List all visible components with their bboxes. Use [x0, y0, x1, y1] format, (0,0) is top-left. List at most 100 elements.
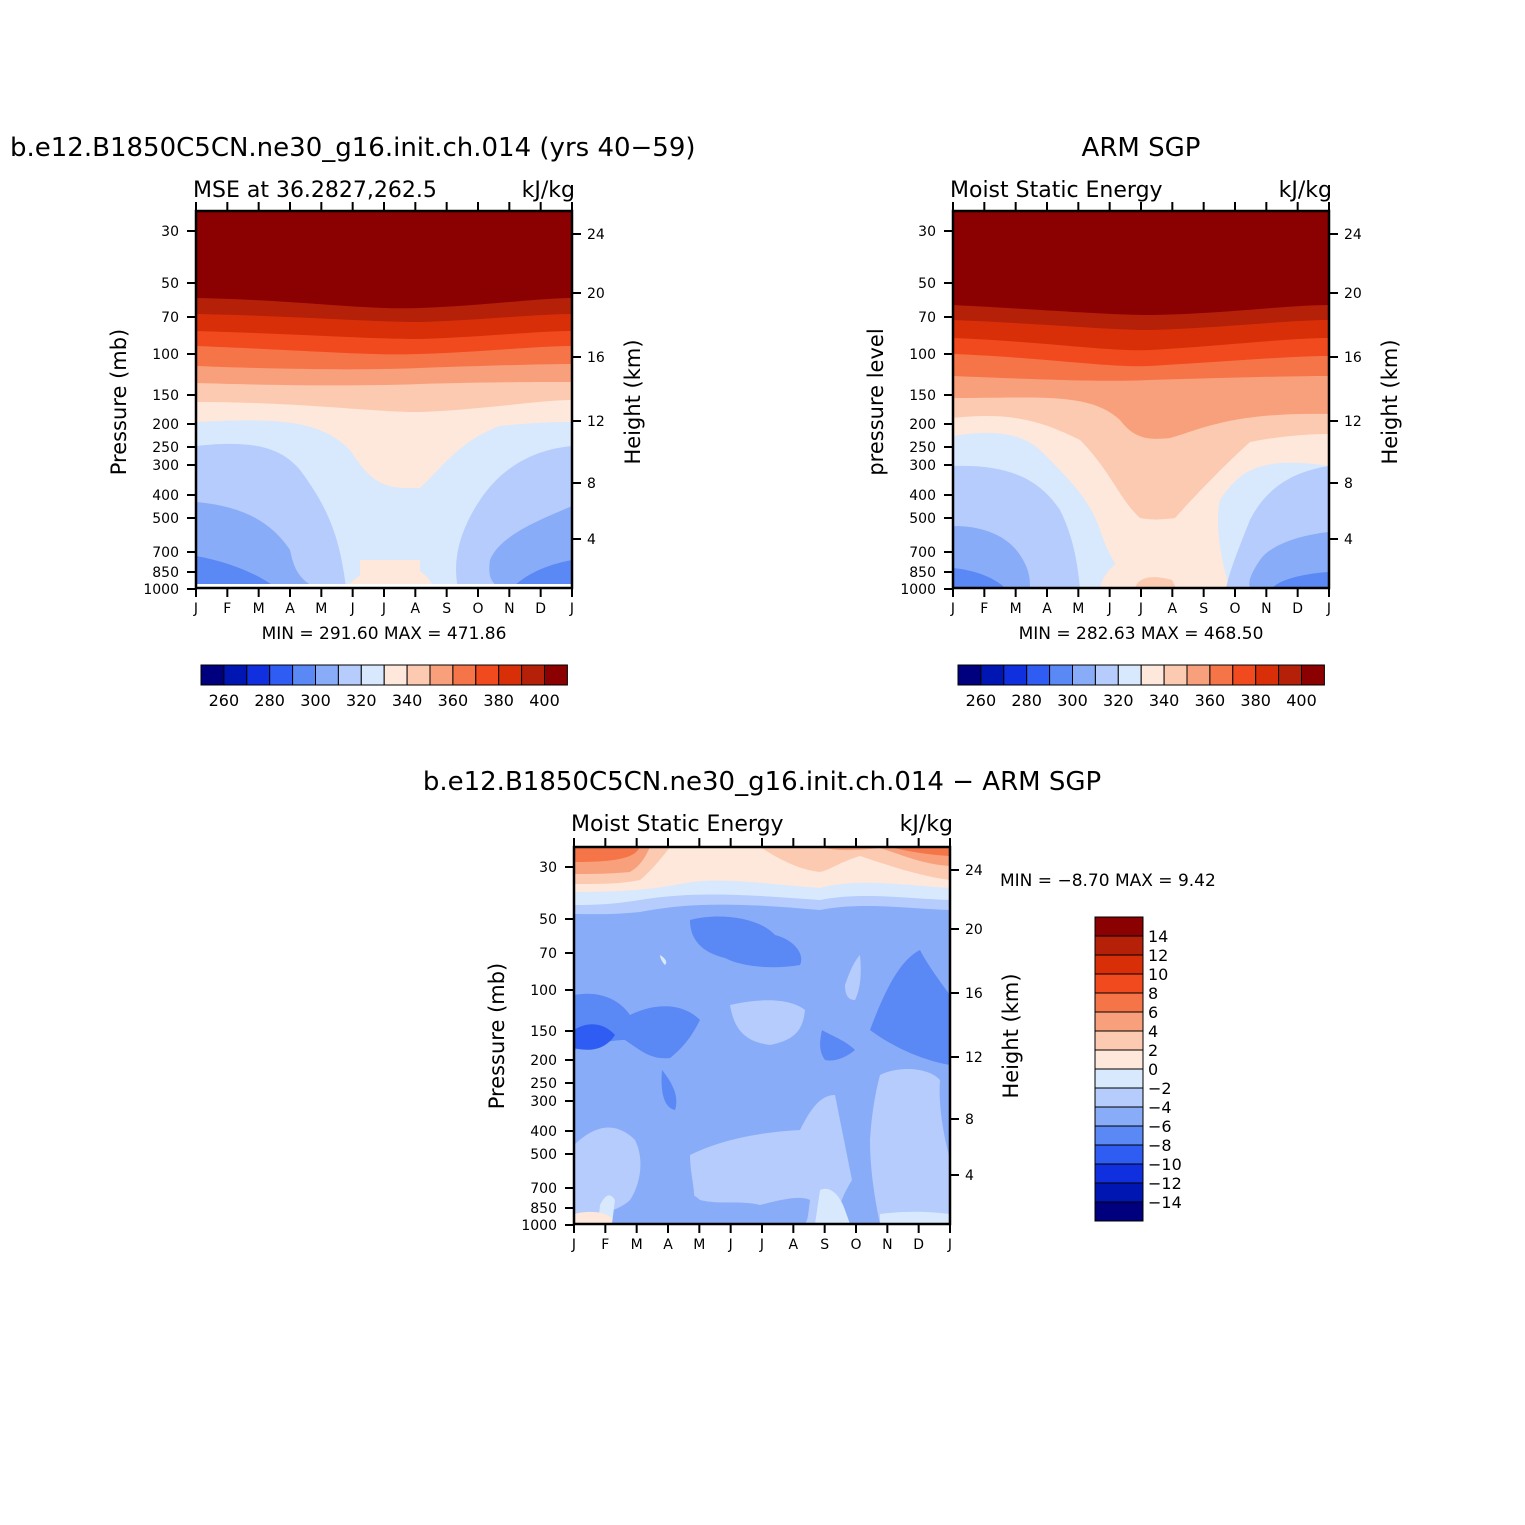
model-stats: MIN = 291.60 MAX = 471.86 — [262, 624, 507, 644]
panel-diff: b.e12.B1850C5CN.ne30_g16.init.ch.014 − A… — [423, 767, 1216, 1253]
obs-x-tick-label: A — [1042, 601, 1052, 617]
obs-height-tick-label: 20 — [1344, 286, 1362, 302]
obs-x-tick-label: D — [1292, 601, 1303, 617]
model-height-tick-label: 8 — [587, 476, 596, 492]
diff-colorbar-label: 6 — [1148, 1003, 1158, 1022]
model-colorbar-box — [383, 664, 408, 686]
obs-ylabel: pressure level — [864, 328, 888, 475]
model-colorbar-label: 340 — [392, 691, 423, 710]
diff-y-tick-label: 250 — [530, 1076, 557, 1092]
model-colorbar-box — [360, 664, 385, 686]
obs-colorbar-label: 260 — [966, 691, 997, 710]
obs-colorbar-label: 280 — [1011, 691, 1042, 710]
obs-height-tick-label: 12 — [1344, 414, 1362, 430]
obs-colorbar-label: 340 — [1149, 691, 1180, 710]
model-ylabel: Pressure (mb) — [107, 329, 131, 476]
obs-colorbar-box — [1255, 664, 1280, 686]
diff-x-tick-label: J — [728, 1237, 733, 1253]
diff-height-tick-label: 20 — [965, 922, 983, 938]
model-colorbar-box — [544, 664, 568, 686]
model-axes: J F M A M J J A S O N D J 30 50 70 100 150 200 250 300 400 500… — [143, 202, 605, 617]
diff-colorbar-box — [1094, 954, 1144, 975]
obs-x-tick-label: M — [1010, 601, 1022, 617]
diff-x-tick-label: N — [882, 1237, 892, 1253]
model-contour-field — [196, 211, 572, 588]
model-colorbar-label: 380 — [483, 691, 514, 710]
diff-x-tick-label: M — [631, 1237, 643, 1253]
obs-y-tick-label: 300 — [909, 458, 936, 474]
diff-y-tick-label: 70 — [539, 946, 557, 962]
diff-colorbar-label: 4 — [1148, 1022, 1158, 1041]
model-x-tick-label: S — [442, 601, 451, 617]
diff-y-tick-label: 850 — [530, 1201, 557, 1217]
model-subtitle-right: kJ/kg — [522, 178, 575, 203]
diff-height-tick-label: 16 — [965, 986, 983, 1002]
obs-colorbar-box — [1094, 664, 1119, 686]
obs-colorbar-box — [1186, 664, 1211, 686]
model-x-tick-label: J — [569, 601, 574, 617]
diff-x-tick-label: J — [947, 1237, 952, 1253]
obs-x-tick-label: M — [1072, 601, 1084, 617]
obs-colorbar-label: 360 — [1195, 691, 1226, 710]
diff-height-tick-label: 12 — [965, 1050, 983, 1066]
diff-colorbar-box — [1094, 1144, 1144, 1165]
diff-colorbar-box — [1094, 1125, 1144, 1146]
model-colorbar-label: 260 — [209, 691, 240, 710]
model-y-tick-label: 1000 — [143, 582, 179, 598]
model-colorbar-label: 400 — [529, 691, 560, 710]
diff-x-tick-label: F — [601, 1237, 609, 1253]
diff-x-tick-label: J — [759, 1237, 764, 1253]
diff-colorbar-label: 2 — [1148, 1041, 1158, 1060]
diff-y-tick-label: 500 — [530, 1147, 557, 1163]
model-colorbar-box — [200, 664, 225, 686]
obs-ylabel-right: Height (km) — [1378, 339, 1402, 464]
model-colorbar-box — [406, 664, 431, 686]
diff-colorbar-box — [1094, 1201, 1144, 1222]
diff-height-tick-label: 8 — [965, 1112, 974, 1128]
model-y-tick-label: 150 — [152, 388, 179, 404]
diff-colorbar-label: −8 — [1148, 1136, 1172, 1155]
obs-colorbar-label: 300 — [1057, 691, 1088, 710]
obs-x-tick-label: A — [1168, 601, 1178, 617]
obs-colorbar-label: 320 — [1103, 691, 1134, 710]
model-x-tick-label: D — [535, 601, 546, 617]
obs-colorbar-box — [1163, 664, 1188, 686]
obs-y-tick-label: 850 — [909, 565, 936, 581]
obs-subtitle-left: Moist Static Energy — [950, 178, 1163, 203]
obs-height-tick-label: 8 — [1344, 476, 1353, 492]
model-colorbar-box — [521, 664, 545, 686]
model-y-tick-label: 30 — [161, 224, 179, 240]
obs-colorbar-label: 400 — [1286, 691, 1317, 710]
model-colorbar-label: 280 — [254, 691, 285, 710]
obs-y-tick-label: 200 — [909, 417, 936, 433]
obs-colorbar-box — [1072, 664, 1096, 686]
obs-colorbar-label: 380 — [1240, 691, 1271, 710]
obs-colorbar-box — [1117, 664, 1142, 686]
diff-colorbar-box — [1094, 973, 1144, 994]
obs-colorbar: 260 280 300 320 340 360 380 400 — [957, 664, 1325, 710]
diff-colorbar-label: −6 — [1148, 1117, 1172, 1136]
diff-colorbar-label: −12 — [1148, 1174, 1182, 1193]
model-colorbar-box — [269, 664, 294, 686]
model-colorbar-box — [475, 664, 500, 686]
model-y-tick-label: 100 — [152, 347, 179, 363]
diff-x-tick-label: D — [913, 1237, 924, 1253]
model-colorbar-box — [315, 664, 339, 686]
obs-x-tick-label: S — [1199, 601, 1208, 617]
obs-y-tick-label: 700 — [909, 545, 936, 561]
model-height-tick-label: 16 — [587, 350, 605, 366]
panel-model: b.e12.B1850C5CN.ne30_g16.init.ch.014 (yr… — [10, 133, 696, 710]
obs-contour-field — [953, 211, 1329, 588]
obs-y-tick-label: 70 — [918, 310, 936, 326]
obs-height-tick-label: 24 — [1344, 227, 1362, 243]
diff-y-tick-label: 150 — [530, 1024, 557, 1040]
obs-stats: MIN = 282.63 MAX = 468.50 — [1019, 624, 1264, 644]
obs-colorbar-box — [1140, 664, 1165, 686]
model-y-tick-label: 250 — [152, 440, 179, 456]
model-x-tick-label: M — [315, 601, 327, 617]
model-title: b.e12.B1850C5CN.ne30_g16.init.ch.014 (yr… — [10, 133, 696, 163]
obs-y-tick-label: 250 — [909, 440, 936, 456]
diff-subtitle-right: kJ/kg — [900, 812, 953, 837]
diff-colorbar-label: 10 — [1148, 965, 1168, 984]
diff-colorbar-box — [1094, 1068, 1144, 1089]
